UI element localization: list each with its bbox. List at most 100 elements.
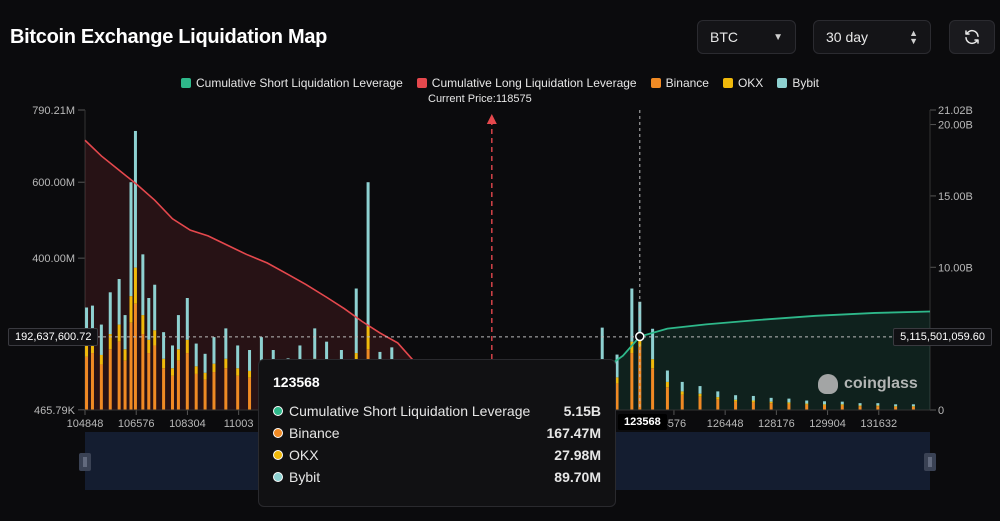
bar-binance — [185, 353, 189, 410]
tooltip-dot — [273, 472, 283, 482]
tooltip-row: Cumulative Short Liquidation Leverage 5.1… — [273, 400, 601, 422]
bar-okx — [840, 404, 844, 406]
legend-label: Cumulative Long Liquidation Leverage — [431, 76, 637, 90]
x-tick-label: 126448 — [707, 418, 744, 430]
bar-binance — [734, 401, 738, 410]
y-right-tick-label: 10.00B — [938, 262, 973, 274]
tooltip-row-value: 5.15B — [563, 403, 601, 419]
bar-bybit — [99, 324, 103, 355]
bar-okx — [99, 354, 103, 365]
bar-binance — [716, 399, 720, 410]
bar-binance — [680, 394, 684, 410]
crosshair-left-value: 192,637,600.72 — [8, 328, 99, 346]
legend-swatch — [777, 78, 788, 88]
legend-label: Cumulative Short Liquidation Leverage — [195, 76, 403, 90]
legend-item-1[interactable]: Cumulative Long Liquidation Leverage — [416, 76, 637, 90]
current-price-arrow-icon — [486, 114, 497, 124]
bar-bybit — [390, 347, 394, 371]
tooltip-row-label: Cumulative Short Liquidation Leverage — [289, 403, 531, 419]
bar-binance — [212, 372, 216, 410]
bar-okx — [153, 330, 157, 346]
bar-okx — [354, 353, 358, 365]
bar-binance — [133, 303, 137, 410]
tooltip-row-label-wrap: OKX — [273, 447, 319, 463]
legend-swatch — [722, 78, 733, 88]
tooltip-row: Bybit 89.70M — [273, 466, 601, 488]
range-select[interactable]: 30 day ▲ ▼ — [813, 20, 931, 54]
bar-bybit — [734, 395, 738, 400]
bar-binance — [170, 375, 174, 410]
bar-bybit — [630, 288, 634, 342]
bar-bybit — [651, 328, 655, 360]
bar-bybit — [822, 401, 826, 405]
bar-okx — [133, 267, 137, 304]
bar-bybit — [858, 403, 862, 406]
bar-okx — [751, 400, 755, 403]
bar-okx — [680, 391, 684, 395]
bar-binance — [153, 345, 157, 410]
y-left-tick-label: 790.21M — [32, 105, 75, 117]
bar-okx — [129, 296, 133, 323]
bar-bybit — [698, 386, 702, 394]
bar-bybit — [90, 305, 94, 340]
y-left-tick-label: 600.00M — [32, 177, 75, 189]
x-tick-label: 128176 — [758, 418, 795, 430]
bar-okx — [876, 405, 880, 407]
tooltip-row-label-wrap: Bybit — [273, 469, 320, 485]
bar-okx — [176, 349, 180, 361]
bar-bybit — [129, 182, 133, 297]
bar-bybit — [147, 298, 151, 340]
bar-okx — [108, 334, 112, 350]
bar-bybit — [615, 354, 619, 378]
bar-okx — [185, 339, 189, 354]
crosshair-x-value: 123568 — [618, 414, 667, 430]
bar-binance — [698, 396, 702, 410]
bar-binance — [248, 377, 252, 410]
current-price-label: Current Price:118575 — [428, 93, 532, 105]
bar-okx — [911, 406, 915, 407]
bar-okx — [123, 349, 127, 361]
bar-binance — [236, 375, 240, 410]
bar-binance — [176, 360, 180, 410]
bar-bybit — [170, 345, 174, 369]
tooltip-dot — [273, 428, 283, 438]
legend-item-4[interactable]: Bybit — [777, 76, 819, 90]
x-tick-label: 11003 — [224, 418, 254, 430]
bar-bybit — [259, 337, 263, 364]
bar-bybit — [123, 315, 127, 350]
range-slider-right-handle[interactable] — [924, 453, 936, 471]
y-left-tick-label: 465.79K — [34, 405, 76, 417]
caret-down-icon: ▼ — [773, 31, 783, 43]
legend-item-2[interactable]: Binance — [650, 76, 709, 90]
bar-okx — [894, 406, 898, 407]
x-tick-label: 106576 — [118, 418, 155, 430]
refresh-icon — [965, 29, 979, 45]
chart-tooltip: 123568 Cumulative Short Liquidation Leve… — [258, 359, 616, 507]
legend-label: OKX — [737, 76, 764, 90]
bar-okx — [716, 397, 720, 400]
bar-bybit — [769, 397, 773, 402]
tooltip-row-label-wrap: Cumulative Short Liquidation Leverage — [273, 403, 530, 419]
legend-item-0[interactable]: Cumulative Short Liquidation Leverage — [180, 76, 403, 90]
tooltip-row-label: Bybit — [289, 469, 321, 485]
range-select-value: 30 day — [826, 29, 869, 45]
bar-binance — [147, 353, 151, 410]
legend-swatch — [650, 78, 661, 88]
bar-okx — [85, 345, 89, 357]
legend-item-3[interactable]: OKX — [722, 76, 764, 90]
x-tick-label: 131632 — [860, 418, 897, 430]
tooltip-row-label-wrap: Binance — [273, 425, 340, 441]
range-slider-left-handle[interactable] — [79, 453, 91, 471]
bar-binance — [769, 403, 773, 410]
bar-bybit — [212, 337, 216, 364]
bar-bybit — [680, 381, 684, 392]
coin-select[interactable]: BTC ▼ — [697, 20, 796, 54]
bar-bybit — [224, 328, 228, 359]
bar-binance — [123, 360, 127, 410]
legend-swatch — [416, 78, 427, 88]
bar-binance — [117, 341, 121, 410]
bar-okx — [90, 339, 94, 354]
tooltip-header: 123568 — [273, 374, 320, 390]
chart-legend: Cumulative Short Liquidation Leverage Cum… — [0, 76, 1000, 90]
refresh-button[interactable] — [949, 20, 995, 54]
